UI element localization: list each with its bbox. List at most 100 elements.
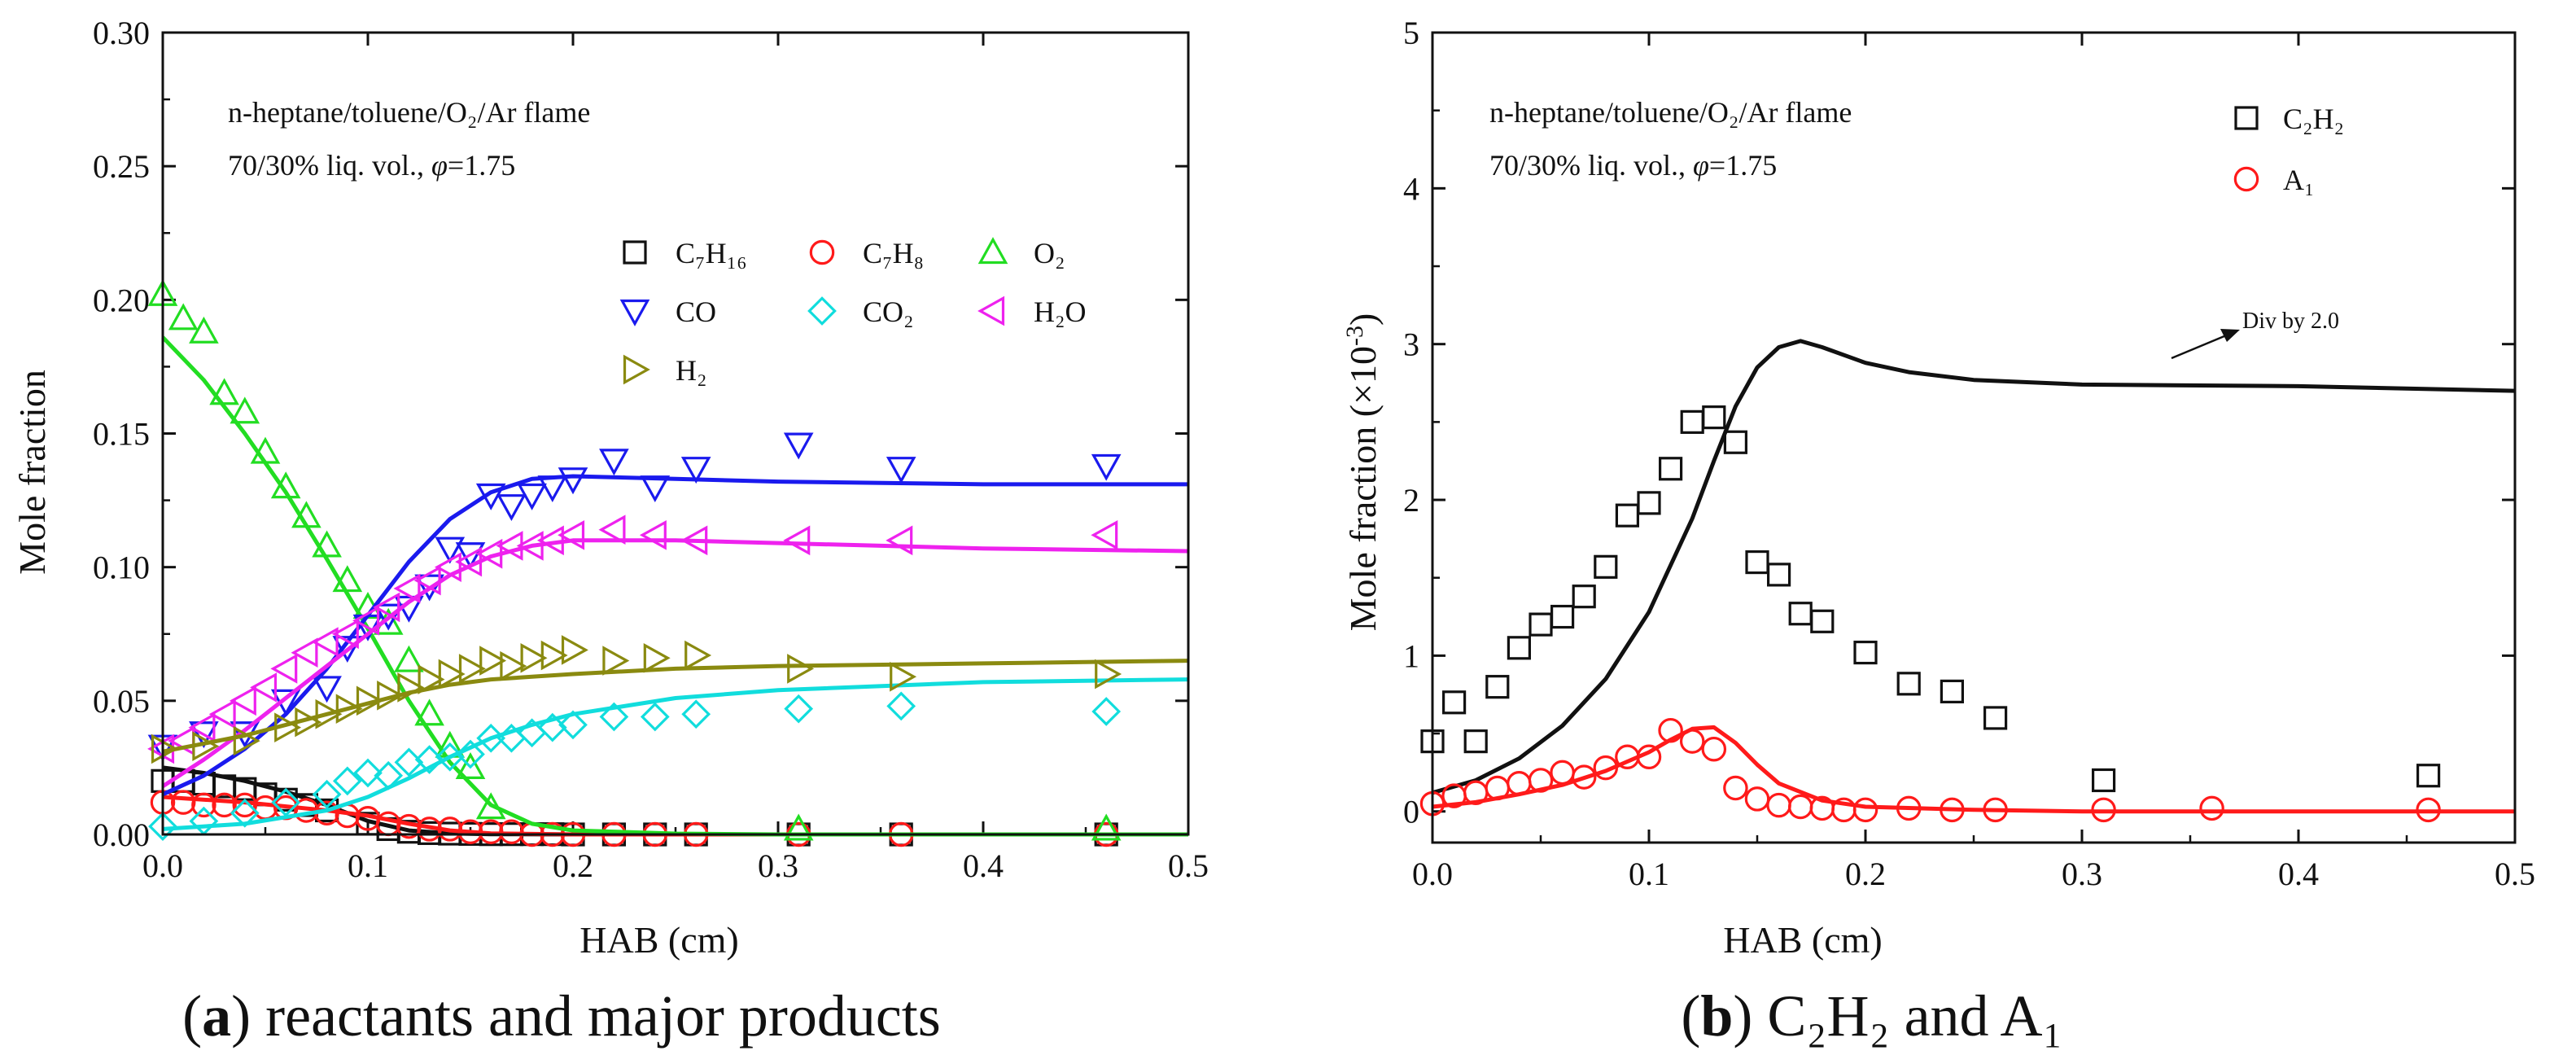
y-tick-label: 0.10 (93, 550, 150, 586)
data-point-c2h2 (1896, 672, 1921, 696)
data-point-o2 (168, 303, 199, 331)
y-tick-label: 2 (1403, 482, 1419, 519)
y-tick-label: 1 (1403, 637, 1419, 674)
data-point-co (496, 494, 527, 522)
x-tick-label: 0.4 (963, 847, 1004, 884)
data-point-c2h2 (1745, 550, 1769, 575)
data-point-a1 (1485, 775, 1511, 801)
x-tick-label: 0.1 (1629, 856, 1669, 892)
data-point-h2o (373, 592, 400, 623)
data-point-c7h8 (232, 792, 258, 818)
legend-marker-h2o (977, 296, 1005, 326)
data-point-co2 (148, 812, 177, 842)
data-point-c2h2 (1767, 563, 1791, 587)
y-tick-label: 4 (1403, 170, 1419, 207)
x-tick-label: 0.2 (1845, 856, 1886, 892)
panel-b-x-tick-labels: 0.0 0.1 0.2 0.3 0.4 0.5 (1412, 856, 2535, 892)
data-point-h2o (516, 531, 544, 561)
data-point-o2 (209, 378, 239, 405)
series-a1 (1419, 717, 2515, 823)
legend-item-c2h2: C₂H₂ (2234, 103, 2344, 135)
data-point-h2 (418, 664, 445, 694)
data-point-c2h2 (1507, 636, 1532, 660)
div-arrow-head (2220, 329, 2240, 342)
data-point-h2 (500, 650, 527, 681)
panel-b-y-axis-label: Mole fraction (×10-3) (1341, 313, 1384, 632)
legend-label: C₂H₂ (2283, 103, 2344, 135)
model-line-co2 (162, 677, 1189, 831)
data-point-c2h2 (1550, 604, 1575, 629)
data-point-a1 (1723, 775, 1748, 801)
data-point-o2 (455, 752, 486, 779)
data-point-co2 (558, 710, 588, 740)
data-point-o2 (783, 813, 814, 841)
y-tick-label: 0.30 (93, 15, 150, 51)
panel-a-series (147, 278, 1189, 847)
data-point-h2 (274, 712, 302, 742)
data-point-a1 (1571, 764, 1597, 790)
data-point-co (475, 483, 506, 510)
data-point-co2 (681, 699, 711, 729)
panel-b: 0.0 0.1 0.2 0.3 0.4 0.5 0 1 2 3 4 5 HAB (cm) Mole … (1341, 15, 2536, 1049)
data-point-c2h2 (1723, 430, 1747, 454)
data-point-h2 (479, 646, 507, 676)
legend-marker-c7h8 (809, 239, 835, 265)
data-point-co2 (271, 787, 301, 817)
data-point-c2h2 (2416, 764, 2441, 788)
data-point-a1 (1593, 755, 1619, 781)
data-point-co (414, 574, 444, 602)
panel-a-plot-frame (161, 31, 1190, 836)
data-point-c2h2 (1853, 640, 1878, 665)
data-point-c2h2 (1680, 409, 1704, 434)
panel-a-y-axis-label: Mole fraction (11, 370, 53, 575)
x-tick-label: 0.0 (142, 847, 183, 884)
data-point-a1 (1550, 760, 1575, 786)
div-arrow-line (2171, 332, 2231, 360)
x-tick-label: 0.5 (2495, 856, 2535, 892)
legend-marker-co2 (807, 296, 837, 326)
data-point-c2h2 (1594, 554, 1618, 579)
x-tick-label: 0.2 (553, 847, 593, 884)
data-point-a1 (1658, 717, 1683, 743)
legend-marker-a1 (2233, 166, 2259, 192)
data-point-c2h2 (1615, 503, 1640, 528)
data-point-co (455, 542, 486, 570)
panel-b-div-arrow: Div by 2.0 (2171, 309, 2339, 360)
data-point-a1 (1852, 797, 1878, 823)
data-point-c7h8 (417, 817, 442, 842)
data-point-co2 (456, 739, 485, 769)
panel-b-y-tick-labels: 0 1 2 3 4 5 (1403, 15, 1419, 830)
data-point-co2 (886, 691, 916, 721)
data-point-co (1091, 453, 1122, 481)
data-point-a1 (2416, 797, 2441, 823)
legend-marker-c7h16 (623, 240, 647, 265)
data-point-h2 (151, 733, 178, 764)
y-tick-label: 0.20 (93, 282, 150, 318)
data-point-o2 (394, 645, 424, 672)
panel-b-caption: (b) C₂H₂ and A₁ (1681, 983, 2062, 1049)
data-point-h2o (208, 698, 236, 729)
panel-a-annotation-conditions: 70/30% liq. vol., φ=1.75 (228, 149, 515, 182)
data-point-c2h2 (1983, 706, 2008, 730)
data-point-a1 (1744, 786, 1770, 812)
legend-label: H₂O (1034, 296, 1087, 328)
data-point-co2 (374, 760, 404, 790)
data-point-a1 (1679, 729, 1705, 754)
data-point-c2h2 (1572, 585, 1596, 609)
series-h2 (151, 635, 1189, 764)
y-tick-label: 0.15 (93, 416, 150, 453)
x-tick-label: 0.4 (2278, 856, 2319, 892)
series-co2 (148, 677, 1189, 842)
data-point-c2h2 (2092, 768, 2116, 793)
data-point-a1 (1701, 736, 1727, 762)
data-point-co (599, 449, 629, 476)
data-point-co (189, 721, 219, 749)
legend-item-co: CO (619, 296, 716, 328)
data-point-h2o (250, 672, 278, 703)
data-point-co (640, 475, 671, 503)
data-point-h2o (475, 538, 503, 569)
legend-item-h2: H₂ (623, 354, 707, 387)
data-point-h2o (331, 619, 359, 650)
data-point-h2 (335, 694, 363, 725)
data-point-a1 (2199, 795, 2224, 821)
